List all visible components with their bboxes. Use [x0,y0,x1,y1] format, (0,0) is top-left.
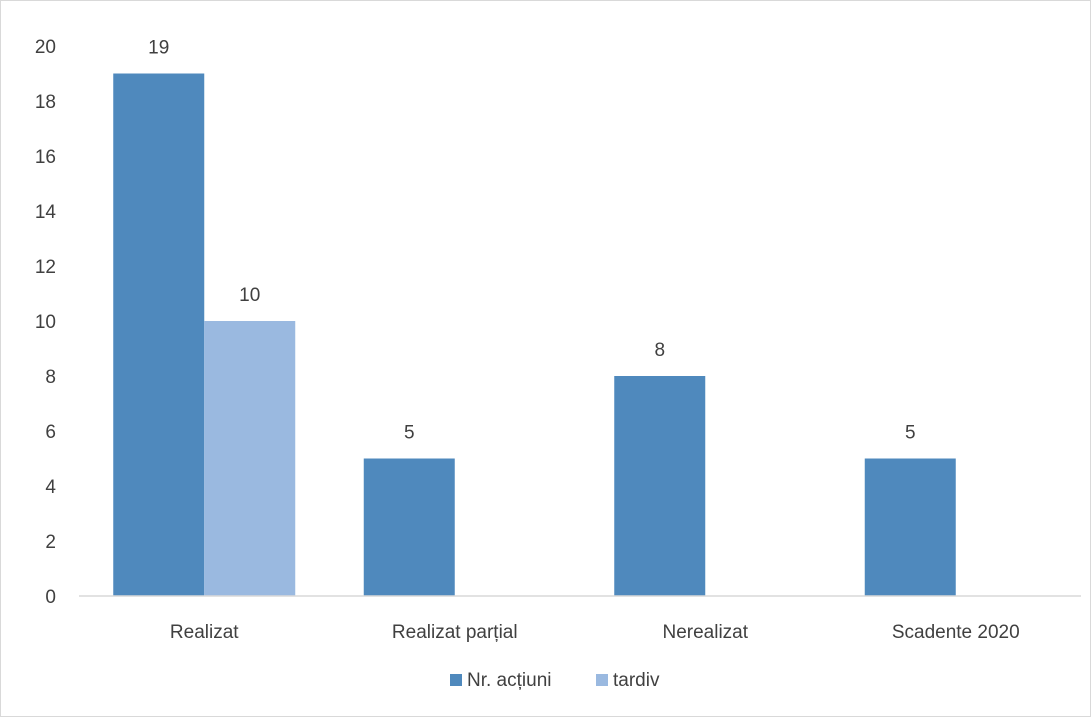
data-label: 5 [905,423,916,444]
x-category-label: Nerealizat [662,622,748,643]
data-label: 8 [654,340,665,361]
bars [113,73,956,596]
bar-nr-actiuni [363,458,455,596]
y-tick-label: 10 [35,312,56,333]
y-axis: 0 2 4 6 8 10 12 14 16 18 20 [35,37,57,608]
x-category-label: Scadente 2020 [892,622,1020,643]
legend-label: tardiv [613,670,660,691]
y-tick-label: 12 [35,257,56,278]
y-tick-label: 16 [35,147,56,168]
legend-label: Nr. acțiuni [467,670,551,691]
legend: Nr. acțiuni tardiv [450,670,660,691]
y-tick-label: 4 [45,477,56,498]
data-label: 10 [239,285,260,306]
y-tick-label: 0 [45,587,56,608]
y-tick-label: 6 [45,422,56,443]
legend-swatch [596,674,608,686]
y-tick-label: 2 [45,532,56,553]
y-tick-label: 8 [45,367,56,388]
y-tick-label: 20 [35,37,56,58]
x-axis: Realizat Realizat parțial Nerealizat Scaden… [170,622,1020,643]
x-category-label: Realizat [170,622,239,643]
bar-nr-actiuni [864,458,956,596]
data-labels: 19 10 5 8 5 [148,38,915,444]
bar-nr-actiuni [614,376,706,596]
bar-nr-actiuni [113,73,205,596]
legend-swatch [450,674,462,686]
x-category-label: Realizat parțial [392,622,518,643]
y-tick-label: 14 [35,202,57,223]
y-tick-label: 18 [35,92,56,113]
data-label: 5 [404,423,415,444]
bar-tardiv [204,321,296,596]
data-label: 19 [148,38,169,59]
